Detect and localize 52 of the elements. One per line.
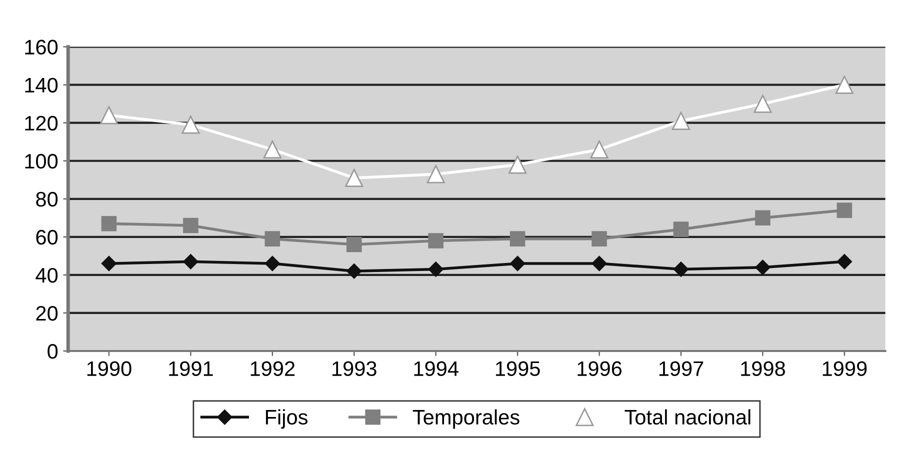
point <box>346 264 362 279</box>
point <box>264 256 280 272</box>
point <box>101 216 117 232</box>
point <box>836 254 852 270</box>
point <box>346 236 362 252</box>
y-tick-label: 100 <box>25 154 58 169</box>
point <box>428 262 444 277</box>
y-tick-label: 140 <box>25 78 58 93</box>
point <box>183 254 198 270</box>
point <box>264 231 280 246</box>
point <box>754 94 772 113</box>
point <box>345 168 364 188</box>
point <box>428 233 444 248</box>
point <box>755 260 770 275</box>
y-tick-label: 120 <box>25 116 58 131</box>
x-tick-label: 1990 <box>87 361 132 376</box>
y-tick-label: 60 <box>36 230 58 245</box>
point <box>673 222 689 237</box>
point <box>592 231 607 246</box>
x-tick-label: 1995 <box>496 361 540 376</box>
point <box>836 202 852 218</box>
legend-label: Temporales <box>412 409 520 429</box>
point <box>592 256 607 272</box>
x-tick-label: 1994 <box>414 361 458 376</box>
point <box>263 140 282 158</box>
point <box>590 140 608 158</box>
point <box>835 76 854 94</box>
y-tick-label: 160 <box>25 40 58 55</box>
x-tick-label: 1998 <box>741 361 785 376</box>
y-tick-label: 40 <box>36 268 58 283</box>
point <box>183 218 198 234</box>
point <box>508 156 527 174</box>
y-tick-label: 20 <box>36 306 58 321</box>
y-tick-label: 80 <box>36 192 58 207</box>
point <box>100 106 118 124</box>
x-tick-label: 1991 <box>169 361 213 376</box>
point <box>755 210 770 226</box>
point <box>510 256 526 272</box>
x-tick-label: 1993 <box>332 361 376 376</box>
x-tick-label: 1992 <box>250 361 295 376</box>
point <box>672 112 690 130</box>
y-tick-label: 0 <box>48 344 58 359</box>
legend-label: Fijos <box>266 409 308 429</box>
point <box>182 116 200 134</box>
legend-label: Total nacional <box>624 409 750 425</box>
point <box>510 231 526 246</box>
point <box>426 165 445 184</box>
point <box>101 256 117 272</box>
x-tick-label: 1999 <box>822 361 867 376</box>
x-tick-label: 1997 <box>659 361 704 376</box>
x-tick-label: 1996 <box>578 361 622 376</box>
point <box>673 262 689 277</box>
